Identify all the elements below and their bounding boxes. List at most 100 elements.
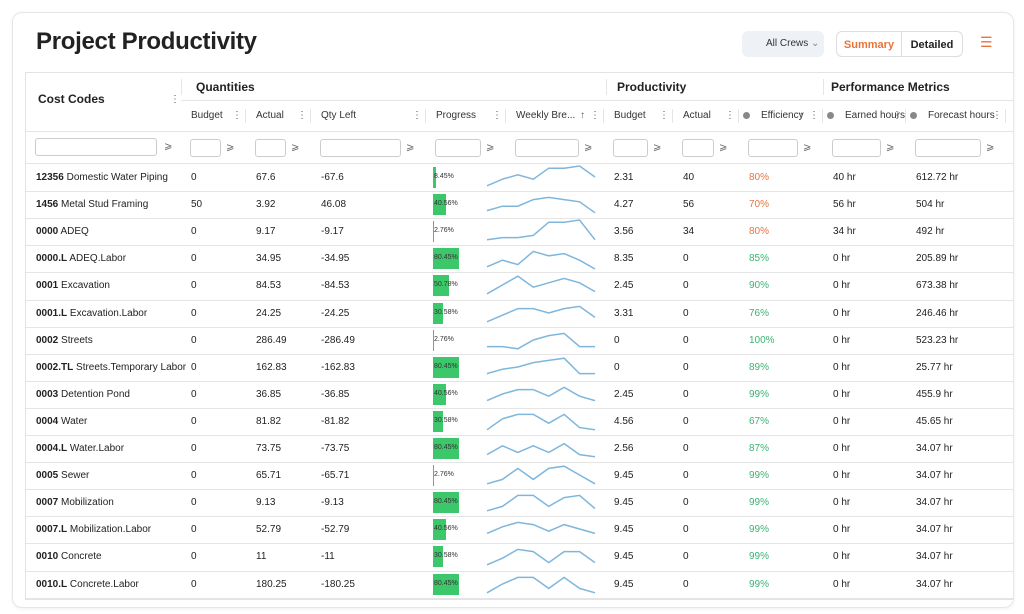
code: 0002.TL	[36, 361, 74, 373]
column-divider	[905, 109, 906, 123]
row-divider	[26, 407, 1013, 409]
code: 0000	[36, 226, 59, 238]
cell-prod-actual: 0	[683, 551, 689, 563]
cell-budget: 0	[191, 172, 197, 183]
cell-budget: 0	[191, 307, 197, 319]
row-divider	[26, 272, 1013, 274]
cell-budget: 0	[191, 470, 197, 482]
cell-efficiency: 90%	[749, 280, 770, 292]
cell-earned-hours: 40 hr	[833, 172, 856, 183]
cell-prod-budget: 2.56	[614, 443, 634, 454]
cell-prod-budget: 9.45	[614, 578, 634, 590]
cell-earned-hours: 0 hr	[833, 307, 851, 319]
sparkline	[486, 219, 596, 241]
filter-icon: ⩾	[653, 142, 662, 153]
sparkline-line	[486, 219, 596, 241]
cell-qty-left: -73.75	[321, 443, 350, 454]
row-divider	[26, 353, 1013, 355]
info-icon	[743, 112, 750, 119]
sparkline	[487, 332, 595, 350]
cell-efficiency: 99%	[749, 470, 770, 482]
cell-forecast-hours: 492 hr	[916, 226, 945, 238]
cell-prod-actual: 34	[683, 226, 695, 238]
cell-prod-actual: 0	[683, 307, 689, 319]
code-name: Concrete	[61, 551, 102, 563]
cell-actual: 286.49	[256, 334, 287, 346]
page-title: Project Productivity	[36, 28, 257, 55]
progress-label: 2.76%	[434, 471, 454, 479]
cell-earned-hours: 0 hr	[833, 497, 851, 509]
filter-icon: ⩾	[886, 142, 895, 153]
cell-forecast-hours: 34.07 hr	[916, 497, 953, 509]
sparkline-line	[486, 494, 596, 512]
cell-qty-left: 46.08	[321, 199, 347, 211]
cell-prod-actual: 0	[683, 388, 689, 400]
cell-actual: 81.82	[256, 415, 282, 427]
cell-efficiency: 99%	[749, 388, 770, 400]
cell-qty-left: -36.85	[321, 388, 350, 400]
code: 0001.L	[36, 307, 68, 319]
header-divider	[181, 100, 1013, 101]
cell-prod-actual: 0	[683, 334, 689, 346]
cell-actual: 3.92	[256, 199, 276, 211]
row-divider	[26, 516, 1013, 518]
cell-efficiency: 99%	[749, 551, 770, 563]
cell-prod-budget: 9.45	[614, 497, 634, 509]
cell-budget: 0	[191, 361, 197, 373]
code: 0004	[36, 415, 59, 427]
row-divider	[26, 597, 1013, 599]
progress-label: 40.56%	[434, 200, 458, 208]
progress-bar	[433, 356, 459, 378]
filter-input	[748, 139, 798, 157]
sparkline	[486, 196, 596, 214]
filter-input	[832, 139, 881, 157]
cost-code: 0002.TL Streets.Temporary Labor	[36, 354, 186, 381]
cell-prod-actual: 0	[683, 470, 689, 482]
cell-earned-hours: 0 hr	[833, 524, 851, 536]
progress-bar	[433, 383, 446, 405]
sparkline	[486, 357, 595, 375]
row-divider	[26, 489, 1013, 491]
code-name: Mobilization.Labor	[69, 524, 152, 536]
column-header: Efficiency	[761, 110, 804, 121]
crew-label: All Crews	[766, 38, 809, 49]
cell-efficiency: 70%	[749, 199, 770, 211]
cell-qty-left: -286.49	[321, 334, 355, 346]
column-menu: ⋮	[590, 110, 600, 121]
menu-button[interactable]: ☰	[980, 34, 993, 50]
detailed-tab[interactable]: Detailed	[901, 31, 963, 57]
column-divider	[822, 109, 823, 123]
sparkline-line	[486, 250, 596, 270]
sparkline	[486, 386, 596, 402]
cell-efficiency: 87%	[749, 443, 770, 454]
cell-prod-budget: 8.35	[614, 253, 634, 265]
progress-bar	[433, 546, 443, 568]
cell-actual: 162.83	[256, 361, 287, 373]
cell-actual: 9.17	[256, 226, 276, 238]
progress-bar	[433, 519, 446, 541]
cell-earned-hours: 0 hr	[833, 361, 851, 373]
column-divider	[606, 79, 607, 95]
cell-earned-hours: 0 hr	[833, 470, 851, 482]
cell-forecast-hours: 504 hr	[916, 199, 945, 211]
cell-forecast-hours: 34.07 hr	[916, 578, 953, 590]
cell-forecast-hours: 34.07 hr	[916, 551, 953, 563]
cell-actual: 34.95	[256, 253, 282, 265]
column-header: Weekly Bre...	[516, 110, 576, 121]
cell-prod-budget: 3.56	[614, 226, 634, 238]
progress-label: 80.45%	[434, 498, 458, 506]
summary-tab[interactable]: Summary	[836, 31, 902, 57]
cell-efficiency: 76%	[749, 307, 770, 319]
row-divider	[26, 570, 1013, 572]
column-menu: ⋮	[892, 110, 902, 121]
cell-budget: 0	[191, 524, 197, 536]
cell-budget: 0	[191, 443, 197, 454]
cell-prod-budget: 2.45	[614, 280, 634, 292]
header-divider	[26, 163, 1013, 164]
filter-icon: ⩾	[803, 142, 812, 153]
cell-forecast-hours: 673.38 hr	[916, 280, 959, 292]
code-name: Streets	[61, 334, 93, 346]
cell-prod-actual: 0	[683, 443, 689, 454]
crew-dropdown[interactable]: All Crews ⌄	[742, 31, 824, 57]
sparkline-line	[486, 465, 596, 485]
